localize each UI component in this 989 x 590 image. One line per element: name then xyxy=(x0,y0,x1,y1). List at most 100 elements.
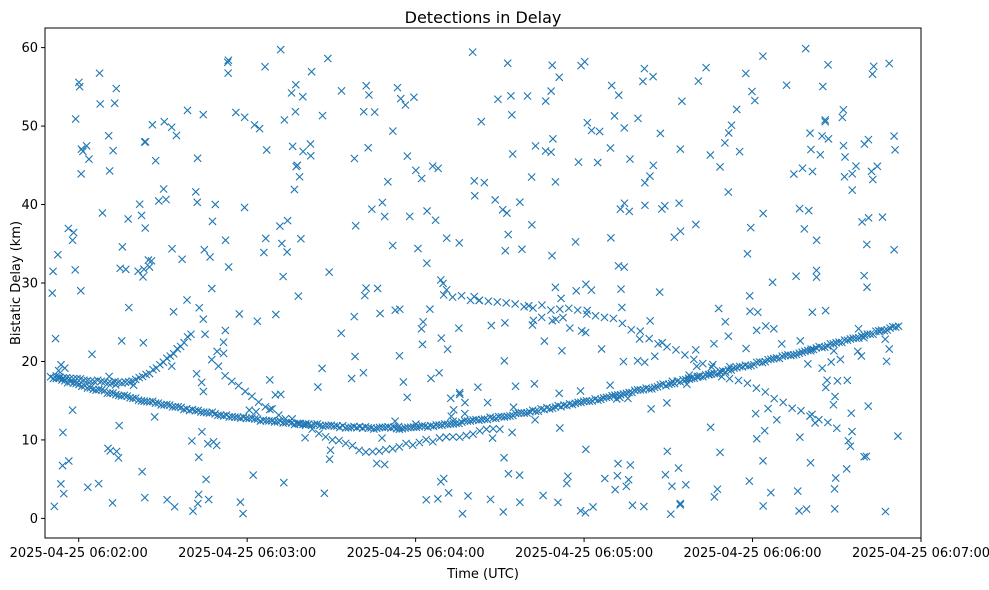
data-point xyxy=(417,174,426,183)
data-point xyxy=(557,346,566,355)
data-point xyxy=(187,330,195,339)
data-point xyxy=(155,360,164,369)
data-point xyxy=(262,145,271,154)
data-point xyxy=(403,152,412,161)
data-point xyxy=(442,432,451,441)
data-point xyxy=(306,140,315,149)
data-point xyxy=(507,110,516,119)
data-point xyxy=(885,345,894,354)
data-point xyxy=(291,80,300,89)
data-point xyxy=(301,419,310,428)
data-point xyxy=(716,367,725,376)
data-point xyxy=(866,330,875,339)
data-point xyxy=(531,415,540,424)
data-point xyxy=(717,372,726,381)
data-point xyxy=(193,198,202,207)
data-point xyxy=(296,234,305,243)
data-point xyxy=(120,391,129,400)
data-point xyxy=(531,141,540,150)
data-point xyxy=(411,166,420,175)
data-point xyxy=(783,350,792,359)
data-point xyxy=(691,220,700,229)
data-point xyxy=(833,376,842,385)
data-point xyxy=(275,222,284,231)
data-point xyxy=(254,398,263,407)
data-point xyxy=(824,134,833,143)
data-point xyxy=(370,108,379,117)
data-point xyxy=(160,117,169,126)
data-point xyxy=(831,474,840,483)
data-point xyxy=(318,111,327,120)
data-point xyxy=(583,118,592,127)
data-point xyxy=(649,72,658,81)
data-point xyxy=(221,371,230,380)
x-tick-label: 2025-04-25 06:03:00 xyxy=(178,546,316,561)
data-point xyxy=(515,471,524,480)
data-point xyxy=(206,253,215,262)
data-point xyxy=(193,499,202,508)
data-point xyxy=(403,393,412,402)
data-point xyxy=(169,307,178,316)
data-point xyxy=(499,507,508,516)
data-point xyxy=(139,338,148,347)
data-point xyxy=(606,233,615,242)
data-point xyxy=(460,409,469,418)
data-point xyxy=(299,147,308,156)
data-point xyxy=(627,325,636,334)
data-point xyxy=(98,208,107,217)
data-point xyxy=(626,461,635,470)
data-point xyxy=(620,199,629,208)
data-point xyxy=(606,381,615,390)
data-point xyxy=(423,207,432,216)
data-point xyxy=(624,475,633,484)
data-point xyxy=(656,129,665,138)
data-point xyxy=(240,203,249,212)
data-point xyxy=(798,348,807,357)
data-point xyxy=(625,155,634,164)
data-point xyxy=(162,354,171,363)
data-point xyxy=(576,386,585,395)
data-point xyxy=(788,404,797,413)
data-point xyxy=(548,316,557,325)
data-point xyxy=(347,374,356,383)
data-point xyxy=(473,383,482,392)
data-point xyxy=(395,305,404,314)
data-point xyxy=(622,482,631,491)
data-point xyxy=(761,322,770,330)
data-point xyxy=(724,188,733,197)
data-point xyxy=(76,286,85,295)
data-point xyxy=(745,477,754,486)
data-point xyxy=(839,141,848,150)
data-point xyxy=(362,81,371,90)
data-point xyxy=(399,377,408,386)
y-tick-label: 60 xyxy=(21,41,38,56)
data-point xyxy=(201,330,210,339)
data-point xyxy=(351,221,360,230)
data-point xyxy=(431,216,440,225)
data-point xyxy=(720,138,729,147)
data-point xyxy=(337,86,346,95)
data-point xyxy=(129,381,138,390)
data-point xyxy=(764,404,773,413)
data-point xyxy=(193,154,202,163)
data-point xyxy=(188,507,197,516)
data-point xyxy=(789,170,798,179)
data-point xyxy=(694,372,703,381)
data-point xyxy=(862,452,871,461)
data-point xyxy=(572,286,581,295)
data-point xyxy=(364,143,373,152)
data-point xyxy=(97,386,106,395)
data-point xyxy=(750,96,759,105)
data-point xyxy=(821,306,830,315)
data-point xyxy=(587,126,596,135)
data-point xyxy=(415,438,424,447)
data-point xyxy=(777,339,786,348)
data-point xyxy=(124,214,133,223)
data-point xyxy=(298,92,307,101)
data-point xyxy=(646,316,655,325)
data-point xyxy=(540,337,549,346)
data-point xyxy=(839,105,848,114)
data-point xyxy=(504,469,513,478)
data-point xyxy=(95,69,104,78)
data-point xyxy=(875,327,884,336)
